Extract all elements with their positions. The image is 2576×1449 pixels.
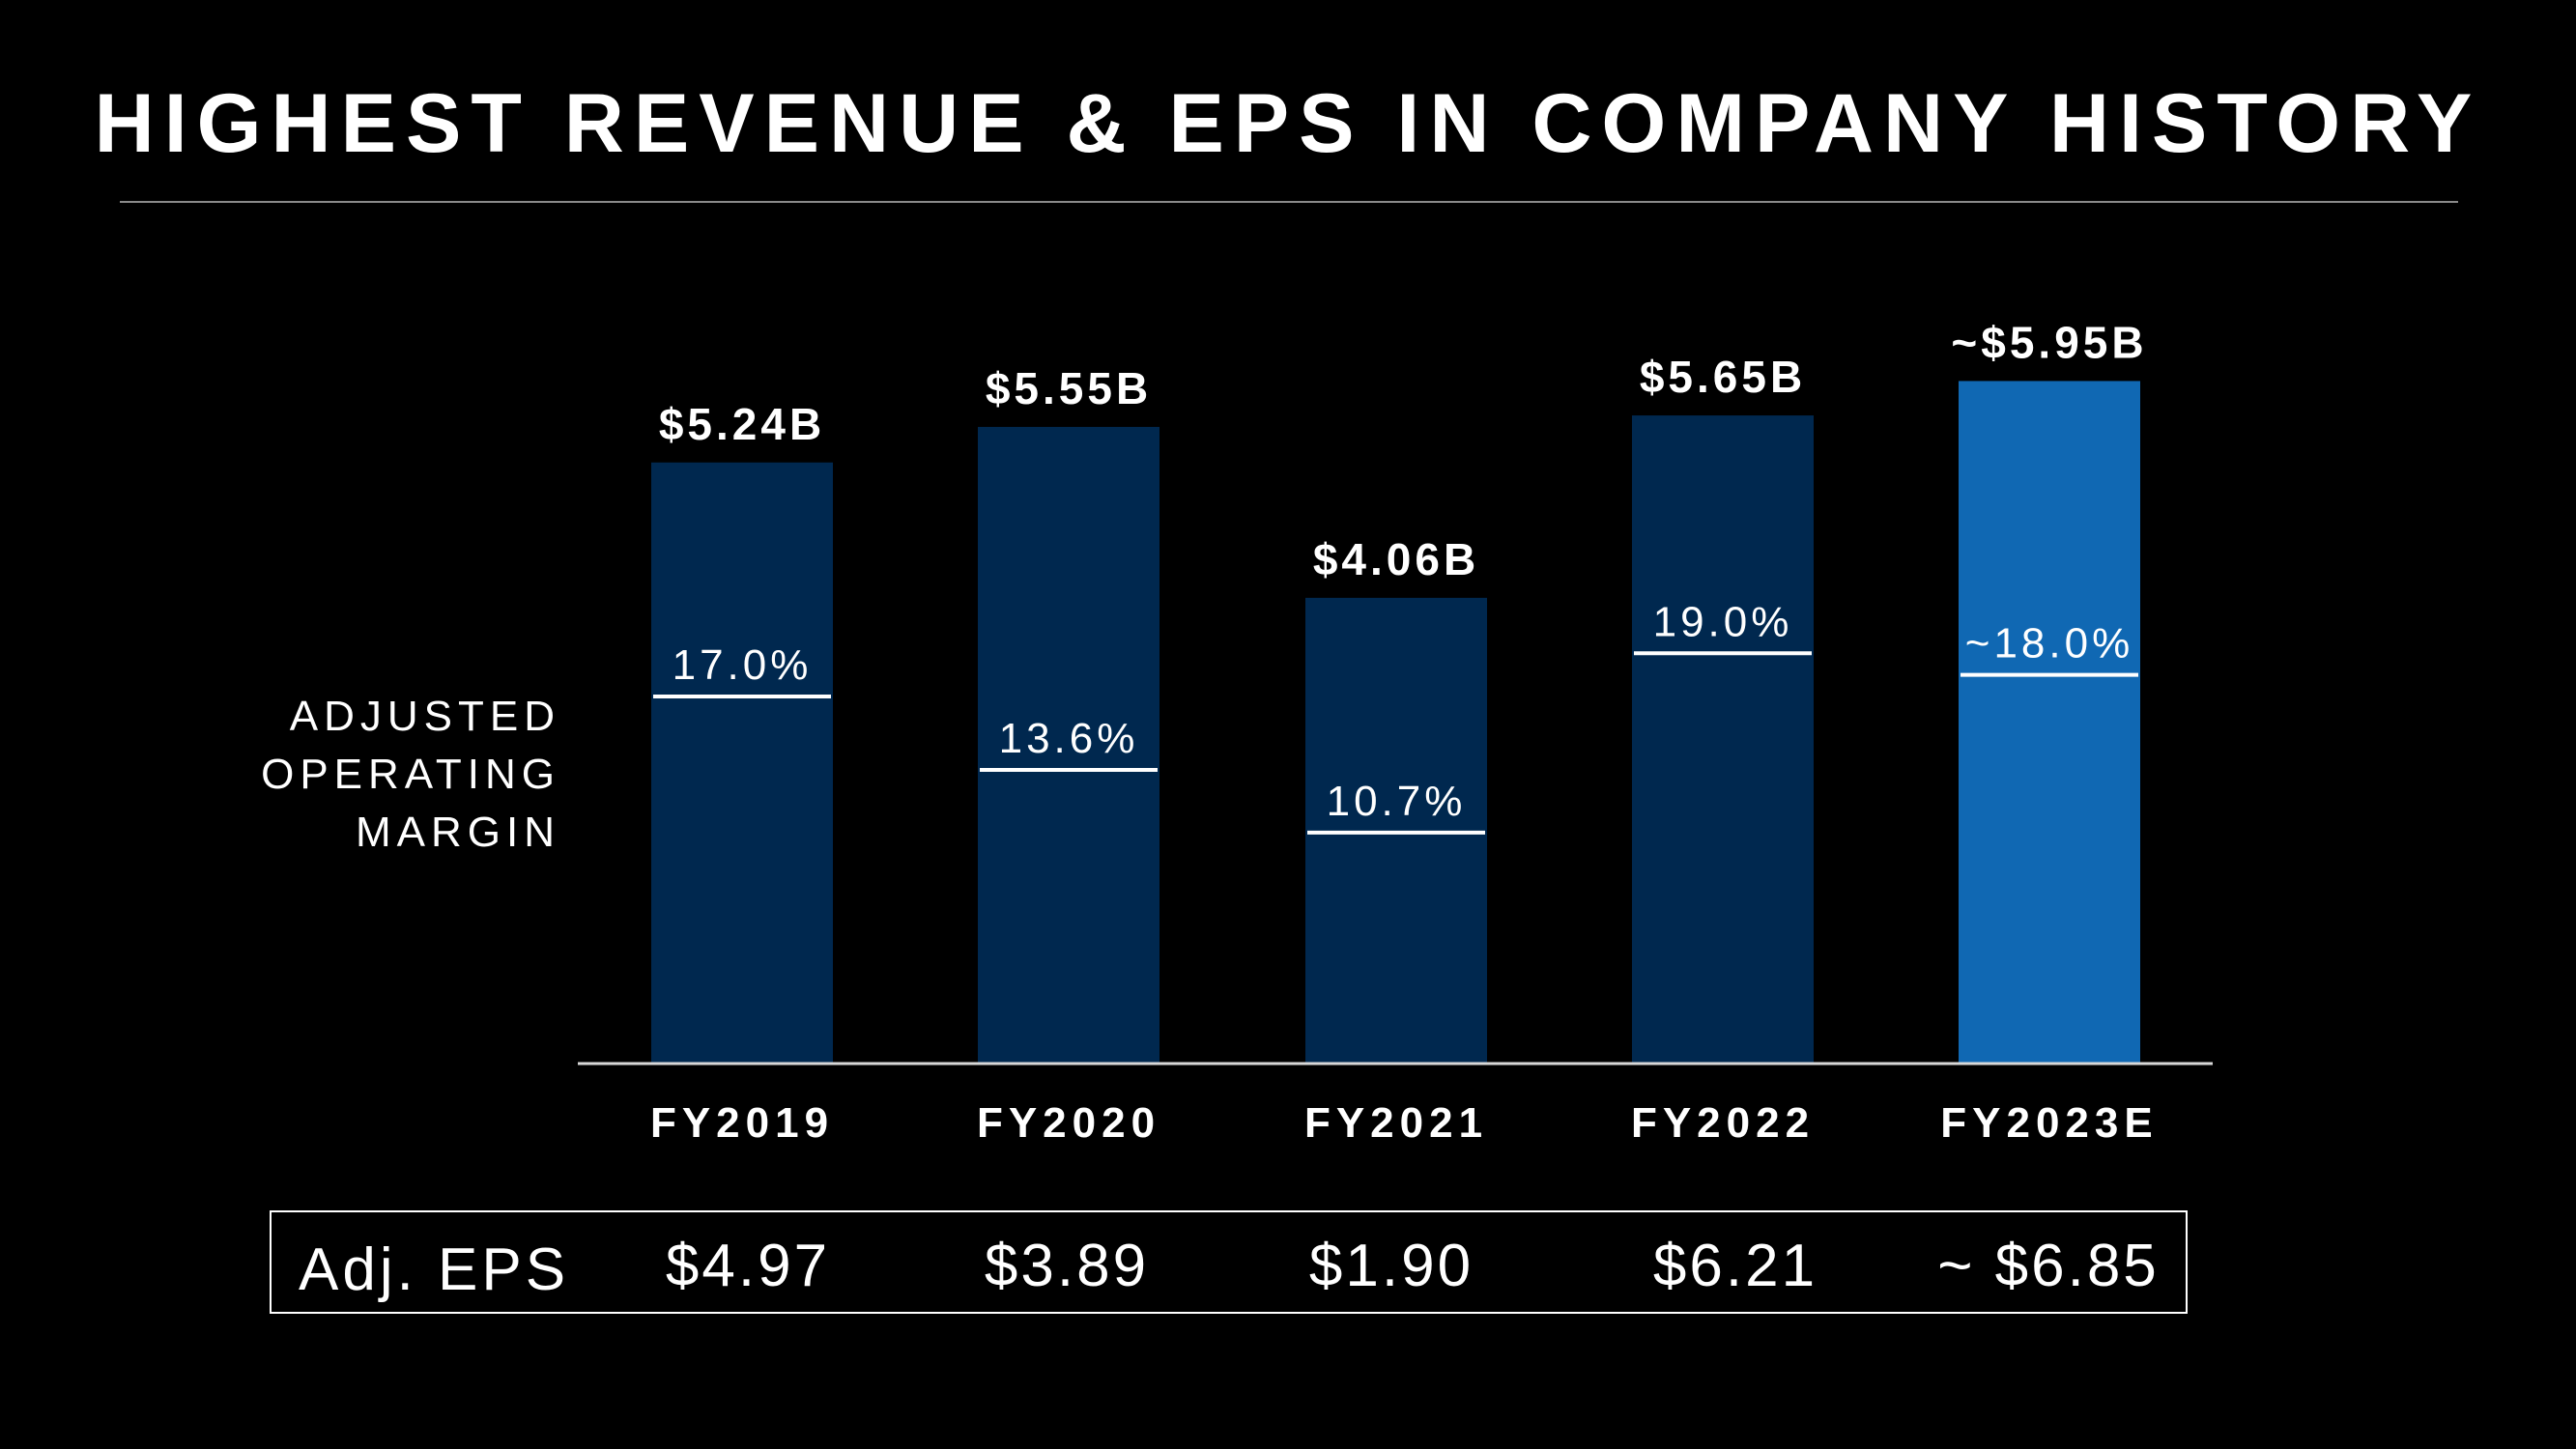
bar-fy2022 xyxy=(1632,415,1814,1064)
adj-eps-label: Adj. EPS xyxy=(299,1236,570,1303)
eps-value-fy2023e: ~ $6.85 xyxy=(1937,1233,2160,1299)
margin-label-fy2019: 17.0% xyxy=(673,641,813,689)
side-label-line-2: OPERATING xyxy=(261,751,560,798)
bar-fy2023e xyxy=(1959,381,2140,1064)
value-label-fy2022: $5.65B xyxy=(1640,352,1806,402)
margin-label-fy2021: 10.7% xyxy=(1327,778,1467,825)
bar-fy2019 xyxy=(651,462,833,1064)
adj-eps-box xyxy=(270,1210,2188,1314)
side-label-line-1: ADJUSTED xyxy=(289,693,560,740)
value-label-fy2021: $4.06B xyxy=(1313,534,1479,584)
eps-value-fy2022: $6.21 xyxy=(1652,1233,1818,1299)
category-label-fy2022: FY2022 xyxy=(1631,1099,1815,1147)
category-label-fy2020: FY2020 xyxy=(977,1099,1160,1147)
bar-fy2020 xyxy=(978,426,1159,1064)
eps-value-fy2020: $3.89 xyxy=(984,1233,1150,1299)
category-label-fy2019: FY2019 xyxy=(650,1099,834,1147)
title-divider xyxy=(120,201,2458,203)
value-label-fy2019: $5.24B xyxy=(659,399,825,449)
eps-value-fy2019: $4.97 xyxy=(665,1233,831,1299)
category-label-fy2023e: FY2023E xyxy=(1940,1099,2158,1147)
value-label-fy2020: $5.55B xyxy=(986,363,1152,413)
margin-label-fy2023e: ~18.0% xyxy=(1965,620,2133,668)
chart-title: HIGHEST REVENUE & EPS IN COMPANY HISTORY xyxy=(94,77,2482,170)
adjusted-operating-margin-label: ADJUSTED OPERATING MARGIN xyxy=(261,688,560,862)
side-label-line-3: MARGIN xyxy=(356,809,560,856)
category-label-fy2021: FY2021 xyxy=(1304,1099,1488,1147)
margin-label-fy2020: 13.6% xyxy=(999,715,1139,762)
value-label-fy2023e: ~$5.95B xyxy=(1951,317,2147,367)
margin-label-fy2022: 19.0% xyxy=(1653,598,1793,645)
eps-value-fy2021: $1.90 xyxy=(1308,1233,1474,1299)
